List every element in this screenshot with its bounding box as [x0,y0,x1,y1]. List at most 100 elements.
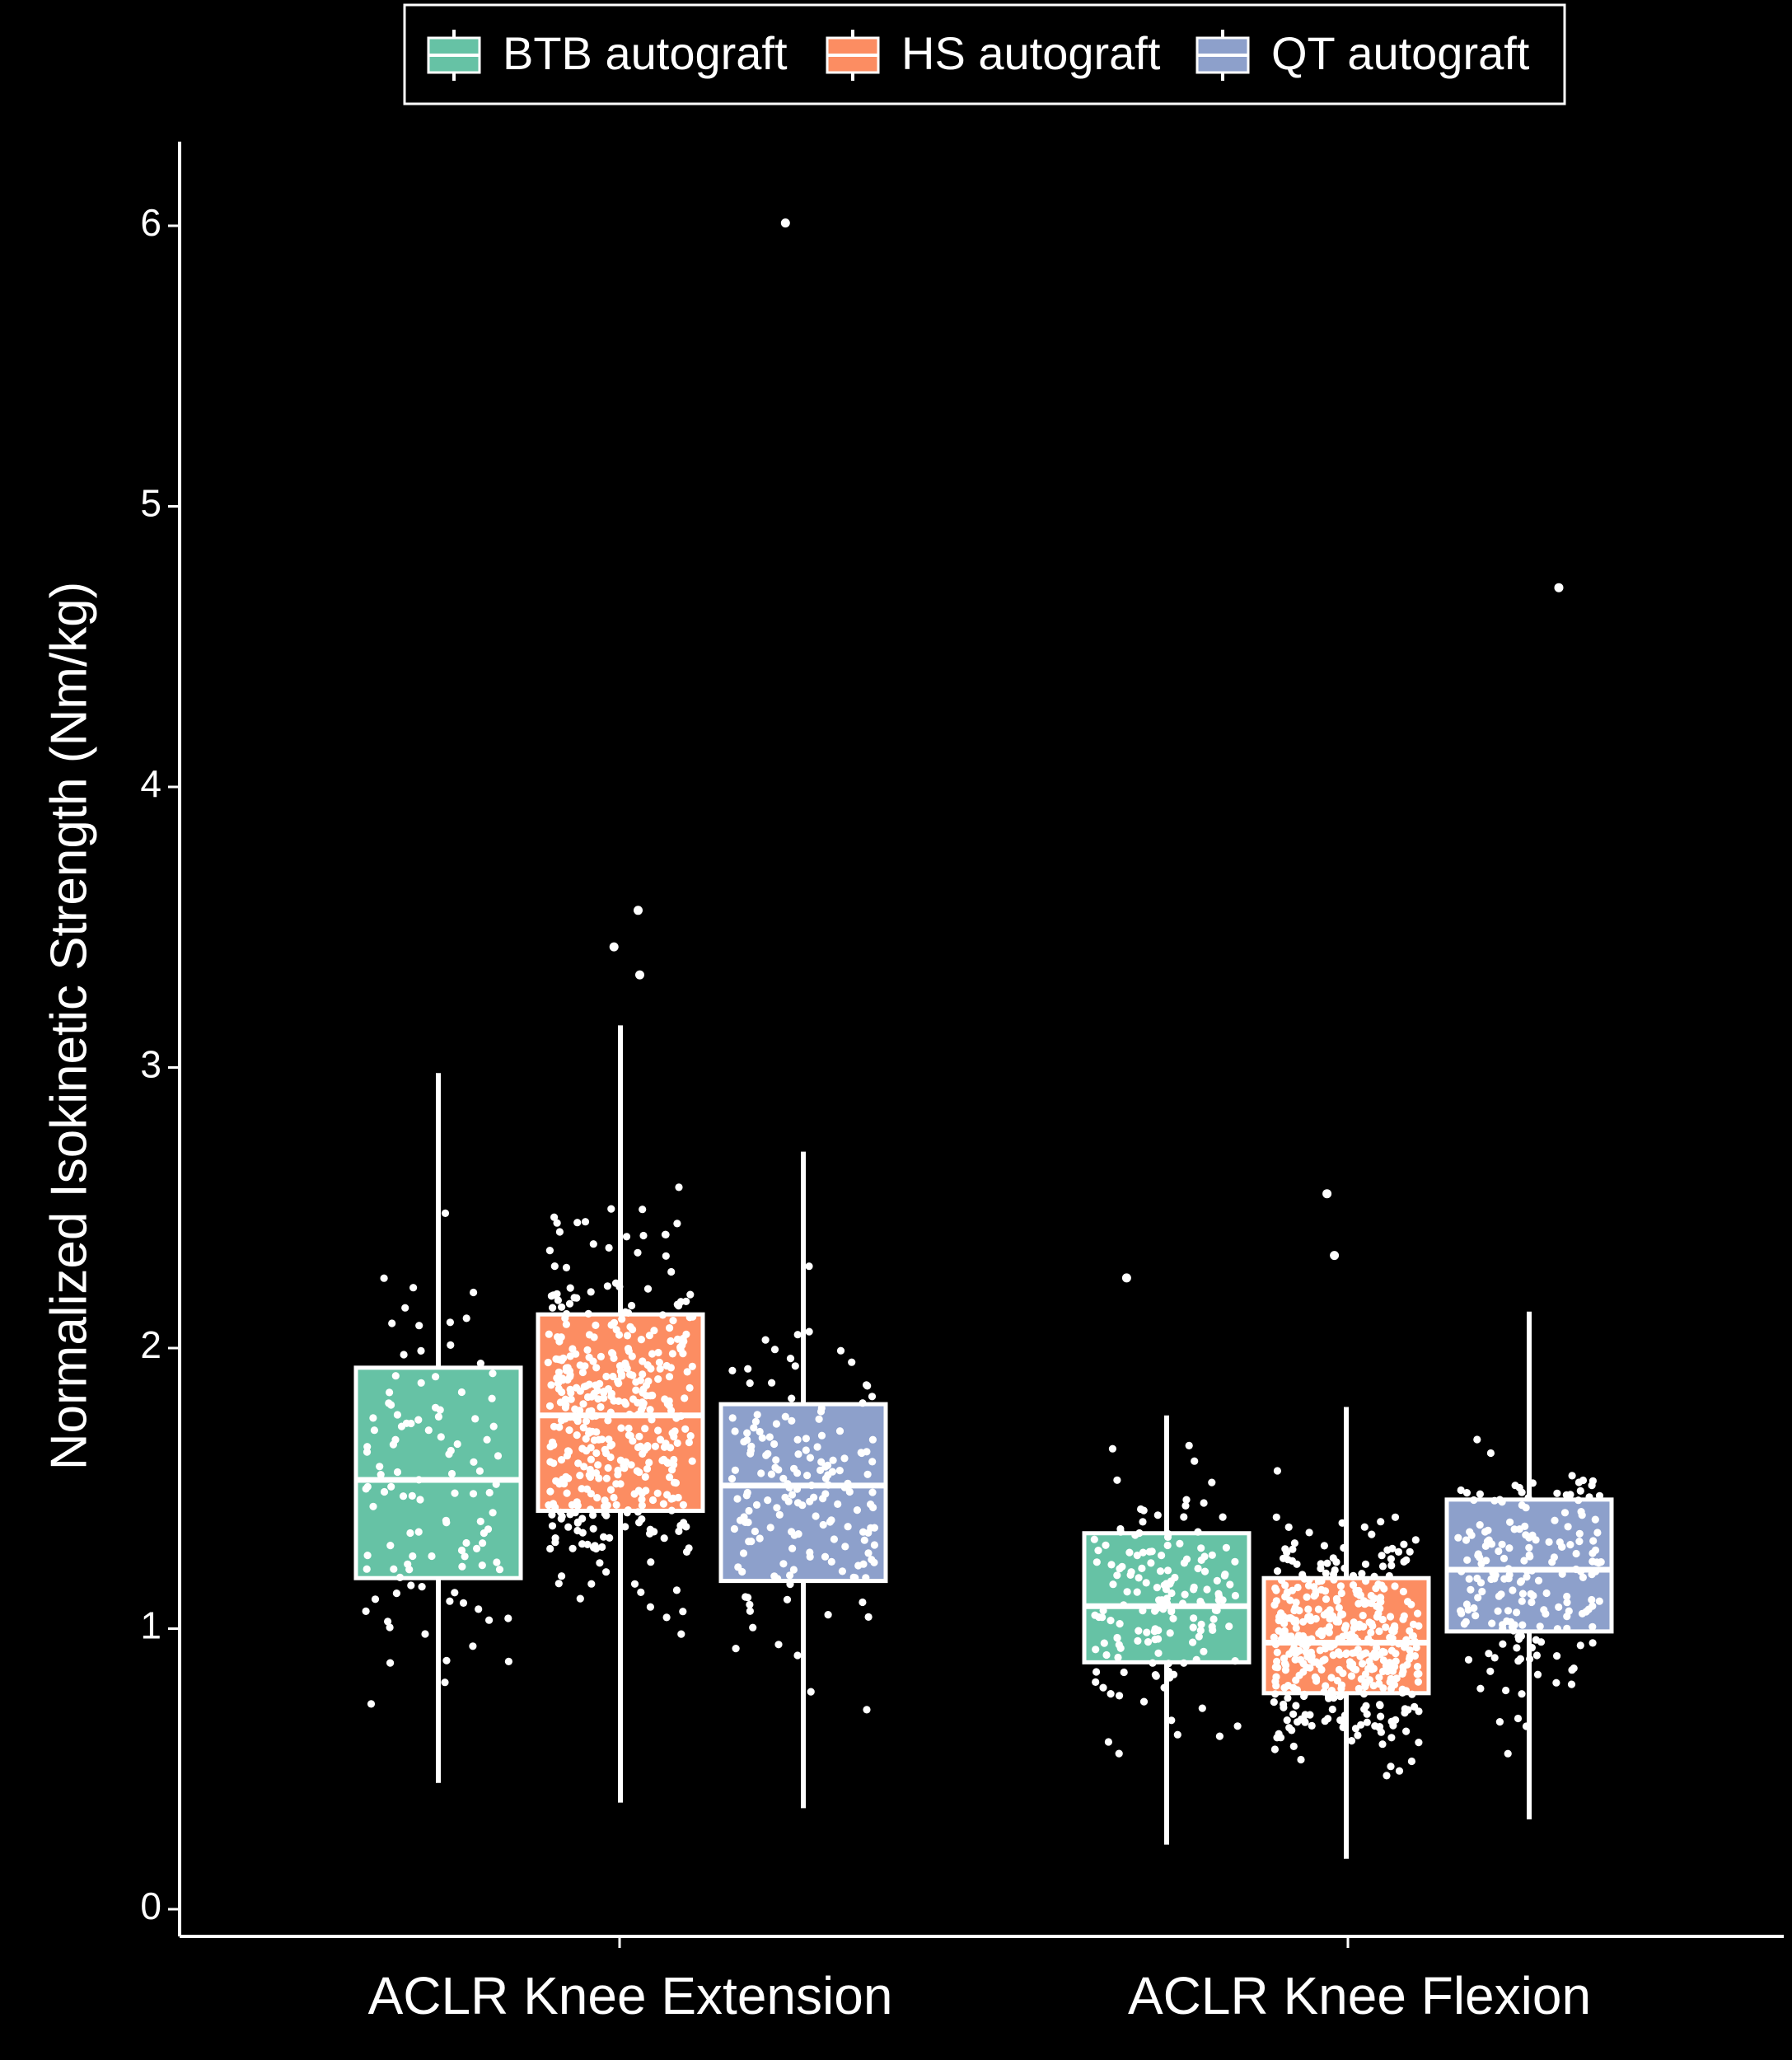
data-point [1208,1551,1216,1559]
data-point [391,1435,400,1444]
data-point [648,1350,657,1358]
data-point [813,1443,821,1451]
data-point [1358,1660,1367,1668]
data-point [1563,1592,1571,1601]
data-point [1529,1591,1537,1600]
data-point [390,1565,398,1573]
data-point [634,1486,643,1495]
data-point [1340,1564,1349,1572]
data-point [548,1522,557,1530]
data-point [841,1543,849,1551]
data-point [1567,1680,1576,1688]
data-point [1588,1595,1596,1604]
data-point [1523,1567,1531,1575]
data-point [834,1500,842,1508]
data-point [1333,1596,1341,1604]
data-point [1326,1643,1335,1651]
data-point [675,1183,683,1192]
data-point [868,1488,877,1496]
data-point [600,1394,608,1402]
data-point [1499,1621,1507,1629]
data-point [421,1630,429,1638]
data-point [1281,1637,1289,1646]
data-point [623,1365,631,1373]
data-point [868,1393,877,1401]
data-point [1477,1560,1486,1568]
data-point [1091,1611,1099,1619]
data-point [1536,1622,1544,1631]
data-point [1354,1646,1362,1654]
data-point [1303,1593,1311,1601]
data-point [685,1383,694,1392]
data-point [1226,1580,1234,1589]
data-point [662,1613,671,1622]
data-point [646,1406,654,1414]
data-point [791,1362,799,1370]
data-point [1120,1601,1128,1609]
data-point [1344,1632,1352,1640]
data-point [609,1350,617,1358]
data-point [1521,1522,1529,1530]
data-point [495,1566,504,1574]
data-point [1285,1724,1294,1732]
data-point [828,1468,837,1476]
data-point [661,1230,670,1238]
data-point [1297,1755,1305,1764]
data-point [579,1424,587,1432]
data-point [1481,1542,1490,1550]
data-point [863,1381,871,1389]
y-axis-title: Normalized Isokinetic Strength (Nm/kg) [40,582,97,1470]
data-point [758,1434,766,1442]
data-point [666,1324,674,1332]
data-point [388,1319,396,1327]
data-point [775,1510,784,1519]
data-point [587,1393,596,1401]
data-point [728,1414,737,1422]
data-point [1327,1674,1336,1682]
data-point [1220,1571,1228,1580]
data-point [601,1510,609,1518]
data-point [1339,1669,1347,1678]
data-point [1514,1714,1523,1723]
data-point [600,1388,608,1396]
data-point [1200,1647,1208,1655]
data-point [1107,1617,1115,1625]
data-point [1589,1537,1598,1545]
data-point [1476,1684,1485,1692]
data-point [1164,1667,1173,1676]
data-point [1414,1678,1422,1686]
box-groups [353,218,1614,1859]
data-point [480,1529,489,1538]
data-point [1578,1609,1587,1618]
data-point [1270,1633,1278,1641]
data-point [685,1544,693,1552]
data-point [1158,1552,1166,1560]
data-point [848,1358,856,1366]
data-point [868,1435,877,1444]
data-point [606,1408,615,1416]
data-point [1209,1626,1217,1634]
data-point [548,1438,557,1446]
data-point [415,1322,423,1330]
data-point [1288,1634,1296,1642]
data-point [1484,1526,1492,1534]
data-point [1387,1561,1396,1570]
data-point [625,1424,633,1433]
data-point [1406,1652,1414,1661]
data-point [789,1566,798,1574]
data-point [1200,1567,1209,1575]
data-point [545,1501,553,1510]
data-point [1359,1612,1367,1620]
data-point [667,1444,675,1452]
data-point [1390,1680,1399,1689]
data-point [1233,1722,1242,1730]
legend-label: BTB autograft [503,27,788,79]
data-point [550,1422,559,1430]
data-point [1563,1599,1571,1607]
data-point [807,1688,815,1696]
data-point [1413,1663,1422,1671]
data-point [1347,1672,1355,1680]
data-point [592,1412,600,1420]
data-point [766,1524,774,1532]
data-point [561,1314,569,1323]
